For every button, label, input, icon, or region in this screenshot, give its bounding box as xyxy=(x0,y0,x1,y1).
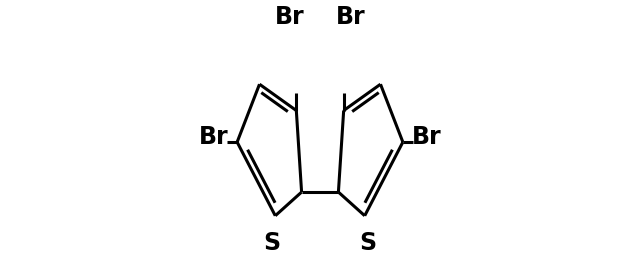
Text: Br: Br xyxy=(412,125,441,149)
Text: Br: Br xyxy=(275,5,305,29)
Text: Br: Br xyxy=(335,5,365,29)
Text: S: S xyxy=(359,231,376,255)
Text: Br: Br xyxy=(199,125,228,149)
Text: S: S xyxy=(264,231,281,255)
